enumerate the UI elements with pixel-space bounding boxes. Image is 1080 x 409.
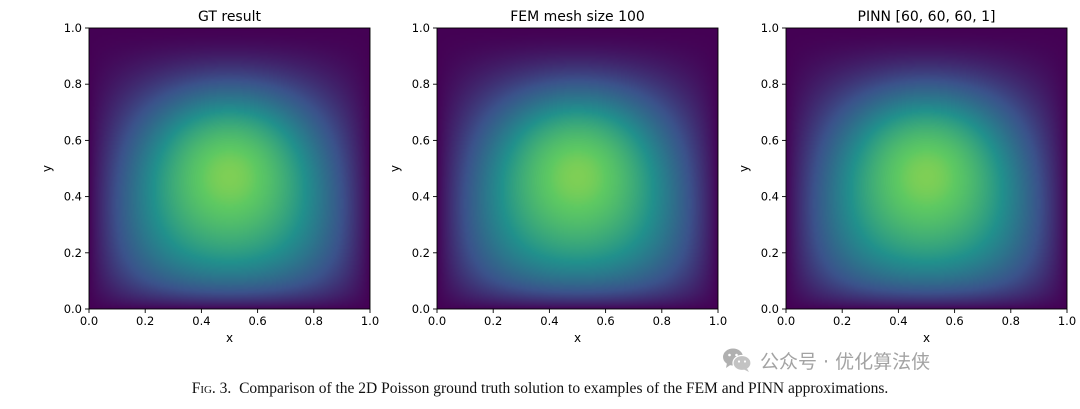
axes-frame [785, 27, 1068, 310]
heatmap-image [437, 28, 718, 309]
y-tick-label: 1.0 [761, 21, 779, 35]
y-tick-label: 0.0 [64, 302, 82, 316]
wechat-icon [723, 348, 752, 372]
y-tick-label: 1.0 [64, 21, 82, 35]
y-tick-label: 0.6 [412, 133, 430, 147]
x-axis-label: x [574, 331, 581, 345]
chart-title: GT result [198, 9, 261, 25]
x-tick-label: 1.0 [709, 314, 727, 328]
x-tick-label: 0.0 [777, 314, 795, 328]
y-axis-label: y [388, 165, 402, 172]
x-tick-label: 0.4 [889, 314, 907, 328]
y-axis-label: y [40, 165, 54, 172]
caption-text: Comparison of the 2D Poisson ground trut… [239, 380, 889, 397]
y-tick-label: 0.0 [761, 302, 779, 316]
caption-label: Fig. 3. [191, 380, 232, 397]
x-tick-label: 1.0 [361, 314, 379, 328]
y-axis-label: y [737, 165, 751, 172]
y-tick-label: 0.6 [64, 133, 82, 147]
axes-frame [88, 27, 371, 310]
watermark: 公众号 · 优化算法侠 [722, 346, 930, 374]
figure-caption: Fig. 3. Comparison of the 2D Poisson gro… [0, 380, 1080, 398]
y-tick-label: 0.2 [412, 246, 430, 260]
y-tick-label: 0.4 [761, 190, 779, 204]
chart-title: FEM mesh size 100 [510, 9, 645, 25]
x-tick-label: 0.4 [540, 314, 558, 328]
x-tick-label: 0.0 [80, 314, 98, 328]
x-tick-label: 0.6 [596, 314, 614, 328]
y-tick-label: 0.2 [64, 246, 82, 260]
y-tick-label: 0.8 [761, 77, 779, 91]
axes-frame [436, 27, 719, 310]
x-tick-label: 0.8 [1002, 314, 1020, 328]
y-tick-label: 0.8 [64, 77, 82, 91]
y-tick-label: 0.8 [412, 77, 430, 91]
y-tick-label: 0.4 [64, 190, 82, 204]
x-tick-label: 0.4 [192, 314, 210, 328]
heatmap-image [786, 28, 1067, 309]
x-axis-label: x [226, 331, 233, 345]
y-tick-label: 0.4 [412, 190, 430, 204]
x-tick-label: 0.2 [484, 314, 502, 328]
chart-panel-2: FEM mesh size 100 0.0 0.2 0.4 0.6 0.8 1.0 0.0 0.… [388, 9, 727, 345]
x-tick-label: 0.6 [248, 314, 266, 328]
chart-panel-1: GT result 0.0 0.2 0.4 0.6 0.8 1.0 0.0 0.2 0.4 0.6 0… [40, 9, 379, 345]
y-tick-label: 1.0 [412, 21, 430, 35]
heatmap-image [89, 28, 370, 309]
x-tick-label: 0.8 [305, 314, 323, 328]
x-tick-label: 0.0 [428, 314, 446, 328]
y-tick-label: 0.6 [761, 133, 779, 147]
x-tick-label: 0.6 [945, 314, 963, 328]
y-tick-label: 0.0 [412, 302, 430, 316]
x-tick-label: 0.8 [653, 314, 671, 328]
watermark-text: 公众号 · 优化算法侠 [760, 350, 931, 373]
x-tick-label: 0.2 [833, 314, 851, 328]
chart-title: PINN [60, 60, 60, 1] [858, 9, 996, 25]
y-tick-label: 0.2 [761, 246, 779, 260]
x-tick-label: 0.2 [136, 314, 154, 328]
x-axis-label: x [923, 331, 930, 345]
chart-panel-3: PINN [60, 60, 60, 1] 0.0 0.2 0.4 0.6 0.8 1.0 0.… [737, 9, 1076, 345]
x-tick-label: 1.0 [1058, 314, 1076, 328]
